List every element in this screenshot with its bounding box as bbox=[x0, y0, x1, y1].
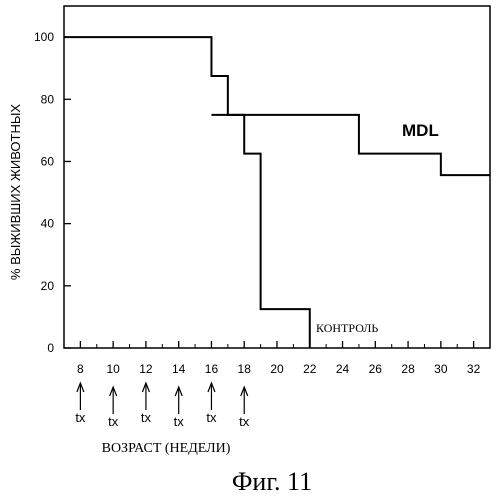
treatment-markers: tx tx tx tx tx tx bbox=[75, 383, 249, 429]
tx-label: tx bbox=[206, 410, 217, 425]
x-tick-label: 10 bbox=[106, 362, 120, 376]
x-tick-label: 12 bbox=[139, 362, 153, 376]
tx-label: tx bbox=[141, 410, 152, 425]
x-tick-label: 24 bbox=[336, 362, 350, 376]
x-tick-label: 26 bbox=[369, 362, 383, 376]
x-tick-label: 28 bbox=[401, 362, 415, 376]
x-tick-label: 20 bbox=[270, 362, 284, 376]
figure-caption: Фиг. 11 bbox=[232, 467, 312, 496]
y-axis-label: % ВЫЖИВШИХ ЖИВОТНЫХ bbox=[8, 104, 23, 280]
y-tick-label: 40 bbox=[41, 217, 55, 231]
x-tick-label: 14 bbox=[172, 362, 186, 376]
plot-border bbox=[64, 6, 490, 348]
x-tick-label: 18 bbox=[238, 362, 252, 376]
tx-label: tx bbox=[108, 414, 119, 429]
series-line-mdl bbox=[64, 37, 490, 175]
y-tick-label: 100 bbox=[34, 30, 54, 44]
series-label-control: КОНТРОЛЬ bbox=[316, 321, 378, 335]
series-line-control bbox=[211, 115, 309, 348]
plot-frame bbox=[64, 6, 490, 348]
x-tick-label: 8 bbox=[77, 362, 84, 376]
x-tick-label: 22 bbox=[303, 362, 317, 376]
tx-label: tx bbox=[75, 410, 86, 425]
x-tick-label: 32 bbox=[467, 362, 481, 376]
x-tick-label: 30 bbox=[434, 362, 448, 376]
tx-label: tx bbox=[174, 414, 185, 429]
y-tick-label: 80 bbox=[41, 92, 55, 106]
y-axis-ticks: 0 20 40 60 80 100 bbox=[34, 30, 71, 355]
series-label-mdl: MDL bbox=[402, 121, 439, 140]
y-tick-label: 0 bbox=[47, 341, 54, 355]
x-tick-label: 16 bbox=[205, 362, 219, 376]
y-tick-label: 60 bbox=[41, 154, 55, 168]
series-lines bbox=[64, 37, 490, 348]
tx-label: tx bbox=[239, 414, 250, 429]
x-axis-ticks: 8 10 12 14 16 18 20 22 24 26 28 30 32 bbox=[64, 341, 490, 376]
x-axis-label: ВОЗРАСТ (НЕДЕЛИ) bbox=[102, 441, 231, 456]
y-tick-label: 20 bbox=[41, 279, 55, 293]
